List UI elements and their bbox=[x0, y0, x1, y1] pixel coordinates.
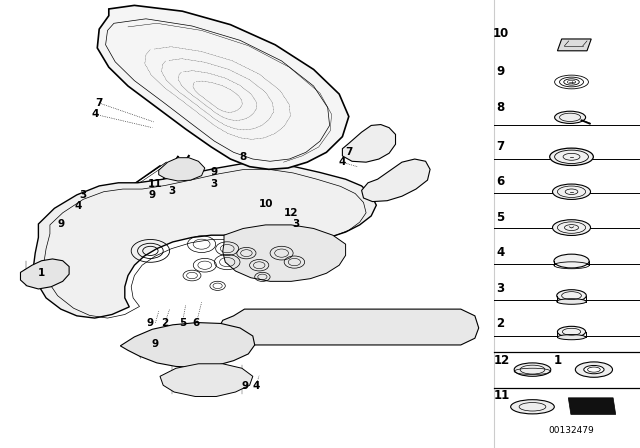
Text: 7: 7 bbox=[95, 98, 103, 108]
Ellipse shape bbox=[557, 299, 586, 304]
Text: 4: 4 bbox=[339, 157, 346, 167]
Text: 1: 1 bbox=[554, 354, 562, 367]
Text: 10: 10 bbox=[259, 199, 273, 209]
Text: 8: 8 bbox=[239, 152, 247, 162]
Text: 8: 8 bbox=[497, 101, 504, 114]
Text: 9: 9 bbox=[241, 381, 249, 391]
Text: 4: 4 bbox=[497, 246, 504, 259]
Polygon shape bbox=[33, 164, 376, 318]
Text: 4: 4 bbox=[74, 201, 82, 211]
Text: 10: 10 bbox=[492, 27, 509, 40]
Text: 3: 3 bbox=[211, 179, 218, 189]
Text: 4: 4 bbox=[91, 109, 99, 119]
Polygon shape bbox=[20, 259, 69, 289]
Ellipse shape bbox=[557, 326, 586, 337]
Text: 3: 3 bbox=[497, 281, 504, 295]
Ellipse shape bbox=[552, 184, 591, 199]
Polygon shape bbox=[97, 5, 349, 169]
Text: 9: 9 bbox=[147, 318, 154, 327]
Ellipse shape bbox=[575, 362, 612, 377]
Ellipse shape bbox=[514, 363, 551, 376]
Text: 5: 5 bbox=[179, 318, 186, 327]
Text: 1: 1 bbox=[37, 268, 45, 278]
Polygon shape bbox=[159, 158, 205, 181]
Ellipse shape bbox=[555, 111, 586, 124]
Ellipse shape bbox=[511, 400, 554, 414]
Ellipse shape bbox=[557, 335, 586, 340]
Text: 11: 11 bbox=[493, 388, 510, 402]
Text: 9: 9 bbox=[152, 339, 159, 349]
Ellipse shape bbox=[557, 290, 586, 302]
Polygon shape bbox=[568, 398, 616, 414]
Text: 7: 7 bbox=[345, 147, 353, 157]
Text: 9: 9 bbox=[57, 219, 65, 229]
Text: 4: 4 bbox=[252, 381, 260, 391]
Ellipse shape bbox=[554, 254, 589, 268]
Ellipse shape bbox=[552, 220, 591, 236]
Text: 7: 7 bbox=[497, 140, 504, 153]
Polygon shape bbox=[362, 159, 430, 202]
Polygon shape bbox=[557, 39, 591, 51]
Text: 12: 12 bbox=[493, 354, 510, 367]
Text: 3: 3 bbox=[168, 186, 175, 196]
Text: 2: 2 bbox=[497, 317, 504, 331]
Polygon shape bbox=[160, 364, 253, 396]
Text: 3: 3 bbox=[79, 190, 87, 200]
Text: 9: 9 bbox=[211, 167, 218, 177]
Text: 00132479: 00132479 bbox=[548, 426, 595, 435]
Text: 12: 12 bbox=[284, 208, 298, 218]
Text: 3: 3 bbox=[292, 219, 300, 229]
Polygon shape bbox=[219, 309, 479, 345]
Text: 9: 9 bbox=[497, 65, 504, 78]
Ellipse shape bbox=[550, 148, 593, 165]
Text: 9: 9 bbox=[148, 190, 156, 200]
Text: 6: 6 bbox=[193, 318, 200, 327]
Polygon shape bbox=[342, 125, 396, 162]
Text: 5: 5 bbox=[497, 211, 504, 224]
Polygon shape bbox=[223, 225, 346, 281]
Text: 2: 2 bbox=[161, 318, 169, 327]
Ellipse shape bbox=[584, 366, 604, 374]
Text: 11: 11 bbox=[148, 179, 163, 189]
Text: 6: 6 bbox=[497, 175, 504, 188]
Polygon shape bbox=[120, 323, 255, 367]
